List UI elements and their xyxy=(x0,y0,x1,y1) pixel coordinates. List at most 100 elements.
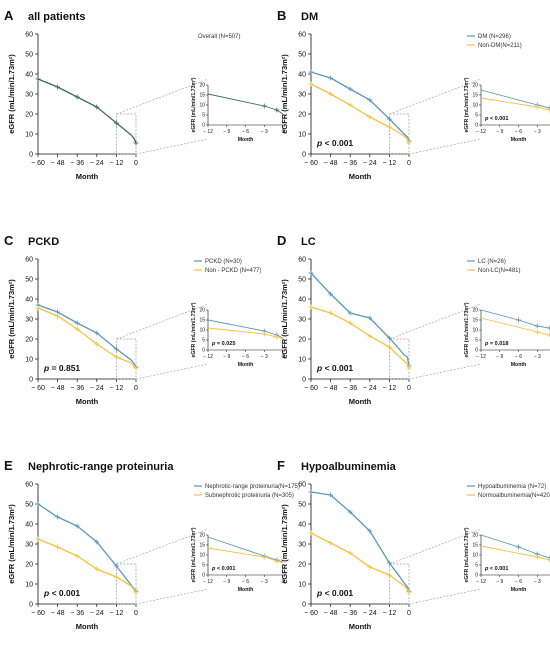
x-tick-label: − 12 xyxy=(109,610,123,617)
y-tick-label: 0 xyxy=(29,377,33,384)
series-1 xyxy=(35,76,139,146)
inset-x-tick-label: − 9 xyxy=(496,579,503,585)
inset-y-tick-label: 20 xyxy=(199,533,205,539)
y-tick-label: 50 xyxy=(25,502,33,509)
x-tick-label: − 12 xyxy=(382,610,396,617)
y-axis-title: eGFR (mL/min/1.73m²) xyxy=(7,504,16,584)
inset-series-line xyxy=(480,89,550,109)
y-tick-label: 0 xyxy=(302,152,306,159)
legend-label: DM (N=296) xyxy=(478,34,511,40)
series-1 xyxy=(35,501,139,594)
inset-x-tick-label: − 12 xyxy=(476,129,486,135)
inset-p-value: p < 0.001 xyxy=(484,116,508,122)
series-line xyxy=(310,532,410,593)
zoom-guide-line xyxy=(408,588,482,605)
y-tick-label: 30 xyxy=(298,542,306,549)
y-tick-label: 50 xyxy=(298,52,306,59)
legend-label: Overall (N=507) xyxy=(198,34,241,40)
inset-y-tick-label: 10 xyxy=(472,553,478,559)
y-tick-label: 40 xyxy=(25,72,33,79)
panel-title: Nephrotic-range proteinuria xyxy=(28,461,174,473)
inset-y-tick-label: 10 xyxy=(199,103,205,109)
x-tick-label: − 60 xyxy=(304,610,318,617)
series-1 xyxy=(308,69,412,144)
inset-x-tick-label: − 9 xyxy=(496,129,503,135)
inset-series-1 xyxy=(480,89,550,111)
inset-x-tick-label: − 12 xyxy=(203,354,213,360)
inset-series-line xyxy=(207,547,284,564)
inset-series-2 xyxy=(480,317,550,338)
y-tick-label: 60 xyxy=(298,482,306,489)
x-tick-label: − 48 xyxy=(51,160,65,167)
inset-y-tick-label: 20 xyxy=(472,308,478,314)
inset-p-value: p < 0.001 xyxy=(211,566,235,572)
y-tick-label: 30 xyxy=(25,542,33,549)
x-axis-title: Month xyxy=(349,397,372,406)
legend-label: Non - PCKD (N=477) xyxy=(205,268,262,274)
y-tick-label: 40 xyxy=(25,297,33,304)
inset-y-tick-label: 15 xyxy=(199,543,205,549)
inset-y-tick-label: 10 xyxy=(472,103,478,109)
inset-y-tick-label: 15 xyxy=(199,93,205,99)
inset-x-axis-title: Month xyxy=(238,587,254,593)
zoom-box xyxy=(116,113,137,155)
series-2 xyxy=(308,304,412,371)
x-tick-label: − 24 xyxy=(90,610,104,617)
inset-p-value: p < 0.001 xyxy=(484,566,508,572)
panel-title: DM xyxy=(301,11,318,23)
x-axis-title: Month xyxy=(76,397,99,406)
legend-label: PCKD (N=30) xyxy=(205,259,242,265)
inset-y-tick-label: 10 xyxy=(199,328,205,334)
inset-x-tick-label: − 9 xyxy=(496,354,503,360)
x-tick-label: − 48 xyxy=(324,610,338,617)
panel-e: E Nephrotic-range proteinuria010203040506… xyxy=(4,458,300,631)
inset-x-axis-title: Month xyxy=(511,587,527,593)
x-tick-label: − 36 xyxy=(343,385,357,392)
y-axis-title: eGFR (mL/min/1.73m²) xyxy=(7,54,16,134)
y-tick-label: 20 xyxy=(298,562,306,569)
inset-y-tick-label: 5 xyxy=(475,563,478,569)
legend-label: LC (N=26) xyxy=(478,259,506,265)
inset-x-tick-label: − 6 xyxy=(242,129,249,135)
x-tick-label: 0 xyxy=(407,385,411,392)
legend-label: Nephrotic-range proteinuria(N=175) xyxy=(205,484,300,490)
x-tick-label: − 60 xyxy=(31,385,45,392)
zoom-box xyxy=(116,563,137,605)
inset-series-line xyxy=(480,545,550,561)
inset-x-tick-label: − 3 xyxy=(534,354,541,360)
x-tick-label: 0 xyxy=(134,160,138,167)
inset-x-tick-label: − 3 xyxy=(261,354,268,360)
inset-x-tick-label: − 12 xyxy=(203,579,213,585)
y-tick-label: 30 xyxy=(298,92,306,99)
inset-y-tick-label: 20 xyxy=(472,83,478,89)
inset-y-axis-title: eGFR (mL/min/1.73m²) xyxy=(191,302,197,357)
y-tick-label: 40 xyxy=(25,522,33,529)
panel-title: PCKD xyxy=(28,236,59,248)
x-tick-label: − 48 xyxy=(324,385,338,392)
panel-title: LC xyxy=(301,236,316,248)
series-line xyxy=(37,538,137,593)
p-value: p < 0.001 xyxy=(43,588,80,598)
inset-x-tick-label: 0 xyxy=(282,354,285,360)
inset-y-axis-title: eGFR (mL/min/1.73m²) xyxy=(464,302,470,357)
x-tick-label: − 12 xyxy=(109,385,123,392)
x-tick-label: − 24 xyxy=(363,385,377,392)
x-axis-title: Month xyxy=(76,172,99,181)
x-tick-label: 0 xyxy=(134,610,138,617)
y-axis-title: eGFR (mL/min/1.73m²) xyxy=(280,54,289,134)
y-tick-label: 20 xyxy=(298,112,306,119)
inset-y-tick-label: 0 xyxy=(202,348,205,354)
y-tick-label: 40 xyxy=(298,522,306,529)
inset-y-tick-label: 5 xyxy=(475,113,478,119)
series-line xyxy=(37,78,137,144)
inset-x-tick-label: − 3 xyxy=(534,129,541,135)
inset-x-tick-label: − 6 xyxy=(515,354,522,360)
inset-x-tick-label: − 6 xyxy=(242,354,249,360)
inset-y-tick-label: 15 xyxy=(472,318,478,324)
zoom-guide-line xyxy=(116,78,209,115)
